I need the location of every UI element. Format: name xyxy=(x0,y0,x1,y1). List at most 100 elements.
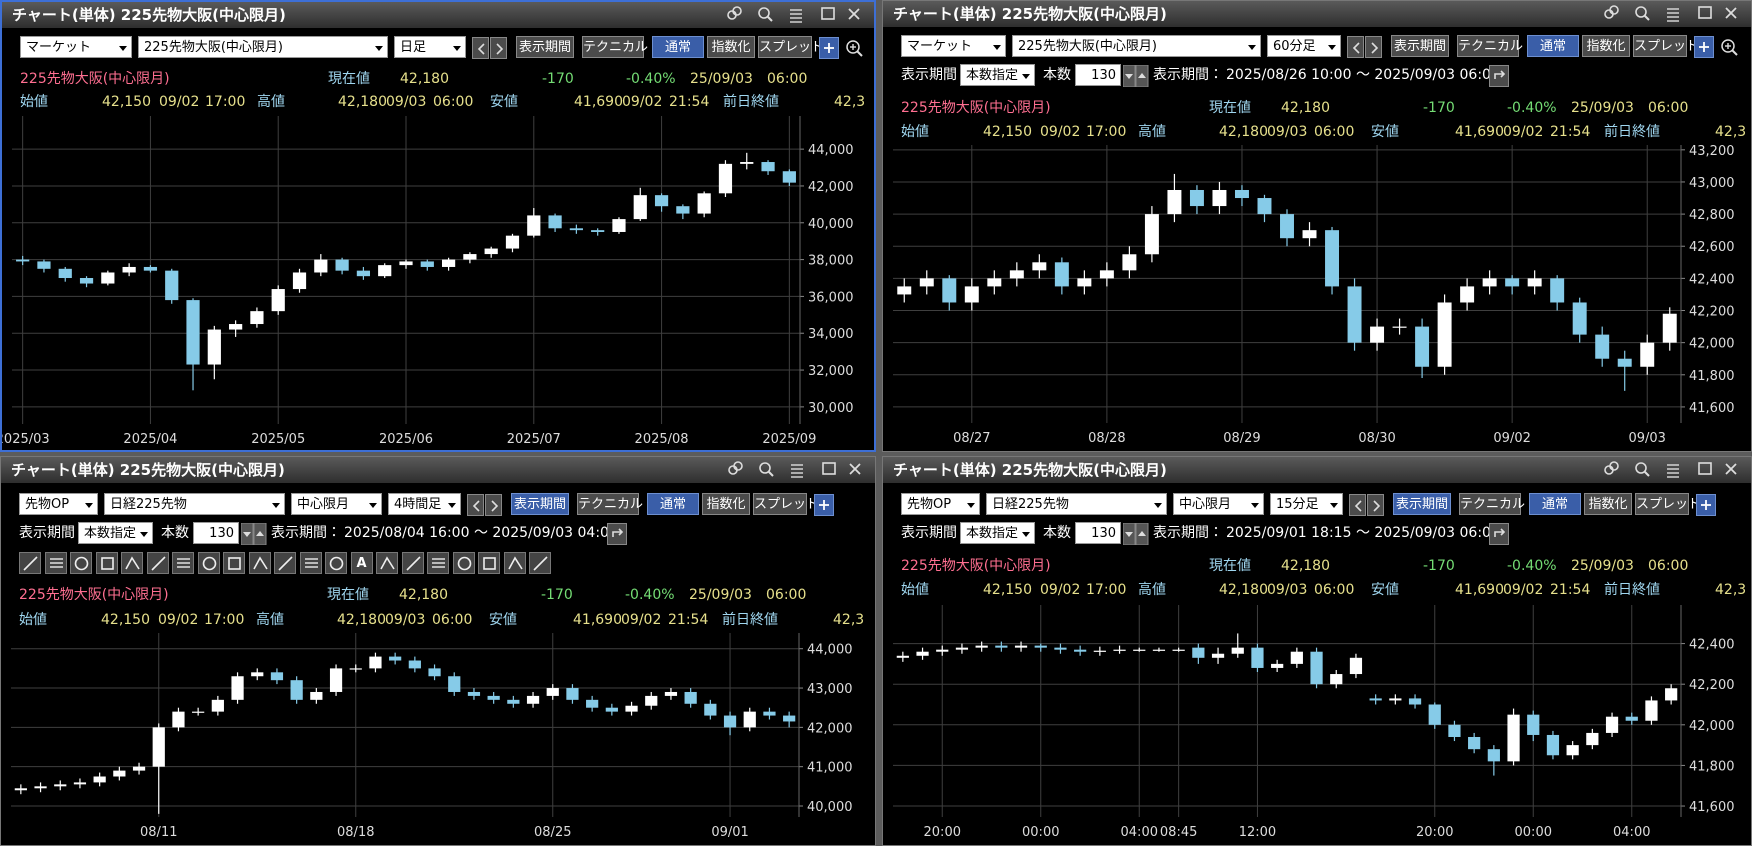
y-tick-label: 43,000 xyxy=(807,682,853,697)
toolbar-button[interactable]: 通常 xyxy=(1529,493,1581,515)
toolbar-button[interactable]: テクニカル xyxy=(582,36,648,58)
select[interactable]: 4時間足 xyxy=(388,493,461,515)
tool-button[interactable] xyxy=(376,552,398,574)
zoom-button[interactable] xyxy=(844,37,864,59)
prev-button[interactable] xyxy=(467,494,484,516)
toolbar-button[interactable]: 指数化 xyxy=(702,493,750,515)
tool-button[interactable] xyxy=(529,552,551,574)
candle-body xyxy=(1437,302,1452,367)
tool-button[interactable] xyxy=(223,552,245,574)
select[interactable]: マーケット xyxy=(20,36,132,58)
tool-button[interactable] xyxy=(197,552,220,574)
y-tick-label: 42,000 xyxy=(807,721,853,736)
prev-button[interactable] xyxy=(1347,36,1364,58)
period-mode[interactable]: 本数指定 xyxy=(960,522,1035,544)
select[interactable]: マーケット xyxy=(901,35,1006,57)
count-spinner[interactable] xyxy=(241,523,267,545)
window-controls[interactable] xyxy=(1597,457,1747,483)
toolbar-button[interactable]: 指数化 xyxy=(1584,493,1632,515)
add-button[interactable] xyxy=(814,494,834,516)
x-tick-label: 20:00 xyxy=(1416,825,1453,840)
prev-button[interactable] xyxy=(472,37,489,59)
candle-body xyxy=(211,699,224,712)
select-arrow xyxy=(1330,503,1338,508)
toolbar-button[interactable]: 通常 xyxy=(652,36,704,58)
tool-button[interactable]: A xyxy=(350,552,373,574)
tool-button[interactable] xyxy=(299,552,322,574)
select[interactable]: 日経225先物 xyxy=(104,493,285,515)
tool-button[interactable] xyxy=(95,552,118,574)
toolbar-button[interactable]: スプレッド xyxy=(1633,35,1699,57)
period-mode[interactable]: 本数指定 xyxy=(78,522,153,544)
restore-button xyxy=(822,462,836,475)
count-input[interactable]: 130 xyxy=(193,522,239,544)
tool-button[interactable] xyxy=(70,552,92,574)
candle-body xyxy=(314,259,328,273)
tool-button[interactable] xyxy=(172,552,194,574)
window-controls[interactable] xyxy=(721,457,871,483)
select[interactable]: 日足 xyxy=(394,36,466,58)
toolbar-button[interactable]: 指数化 xyxy=(707,36,755,58)
toolbar-button[interactable]: 通常 xyxy=(647,493,699,515)
tool-button[interactable] xyxy=(325,552,347,574)
zoom-button[interactable] xyxy=(1719,36,1739,58)
toolbar-button[interactable]: スプレッド xyxy=(758,36,824,58)
prev-button[interactable] xyxy=(1349,494,1366,516)
next-button[interactable] xyxy=(1365,36,1382,58)
tool-button[interactable] xyxy=(427,552,449,574)
tool-button[interactable] xyxy=(146,552,169,574)
next-button[interactable] xyxy=(1367,494,1384,516)
count-spinner[interactable] xyxy=(1123,523,1149,545)
select[interactable]: 225先物大阪(中心限月) xyxy=(138,36,388,58)
candle-body xyxy=(625,705,638,712)
select[interactable]: 日経225先物 xyxy=(986,493,1167,515)
tool-button[interactable] xyxy=(478,552,500,574)
tool-button[interactable] xyxy=(248,552,271,574)
select[interactable]: 225先物大阪(中心限月) xyxy=(1012,35,1261,57)
toolbar-button[interactable]: 表示期間 xyxy=(511,493,569,515)
toolbar-button[interactable]: 通常 xyxy=(1527,35,1579,57)
select[interactable]: 先物OP xyxy=(901,493,980,515)
select[interactable]: 先物OP xyxy=(19,493,98,515)
toolbar-button[interactable]: テクニカル xyxy=(1459,493,1525,515)
window-controls[interactable] xyxy=(720,2,870,28)
toolbar-button[interactable]: 指数化 xyxy=(1582,35,1630,57)
select[interactable]: 中心限月 xyxy=(1173,493,1264,515)
add-button[interactable] xyxy=(819,37,839,59)
refresh-button[interactable] xyxy=(1489,523,1509,545)
next-button[interactable] xyxy=(490,37,507,59)
toolbar-button[interactable]: テクニカル xyxy=(577,493,643,515)
count-input[interactable]: 130 xyxy=(1075,522,1121,544)
tool-button[interactable] xyxy=(503,552,526,574)
refresh-button[interactable] xyxy=(1489,65,1509,87)
candle-body xyxy=(704,703,717,716)
window-controls[interactable] xyxy=(1597,1,1747,27)
candle-body xyxy=(955,647,969,650)
toolbar-button[interactable]: 表示期間 xyxy=(1393,493,1451,515)
count-input[interactable]: 130 xyxy=(1075,64,1121,86)
tool-button[interactable] xyxy=(452,552,475,574)
add-button[interactable] xyxy=(1694,36,1714,58)
add-button[interactable] xyxy=(1696,494,1716,516)
select[interactable]: 15分足 xyxy=(1270,493,1343,515)
toolbar-button[interactable]: 表示期間 xyxy=(1391,35,1449,57)
toolbar-button[interactable]: スプレッド xyxy=(753,493,819,515)
period-mode[interactable]: 本数指定 xyxy=(960,64,1035,86)
period-mode-value: 本数指定 xyxy=(84,526,137,541)
tool-button[interactable] xyxy=(19,552,41,574)
tool-button[interactable] xyxy=(274,552,296,574)
tool-button[interactable] xyxy=(44,552,67,574)
title-bar: チャート(単体) 225先物大阪(中心限月) xyxy=(883,1,1751,27)
tool-button[interactable] xyxy=(121,552,143,574)
ohlc-open-label: 始値 xyxy=(901,124,929,140)
select[interactable]: 60分足 xyxy=(1267,35,1341,57)
toolbar-button[interactable]: テクニカル xyxy=(1457,35,1523,57)
count-spinner[interactable] xyxy=(1123,65,1149,87)
next-button[interactable] xyxy=(485,494,502,516)
x-tick-label: 12:00 xyxy=(1239,825,1276,840)
tool-button[interactable] xyxy=(401,552,424,574)
refresh-button[interactable] xyxy=(607,523,627,545)
toolbar-button[interactable]: 表示期間 xyxy=(516,36,574,58)
toolbar-button[interactable]: スプレッド xyxy=(1635,493,1701,515)
select[interactable]: 中心限月 xyxy=(291,493,382,515)
